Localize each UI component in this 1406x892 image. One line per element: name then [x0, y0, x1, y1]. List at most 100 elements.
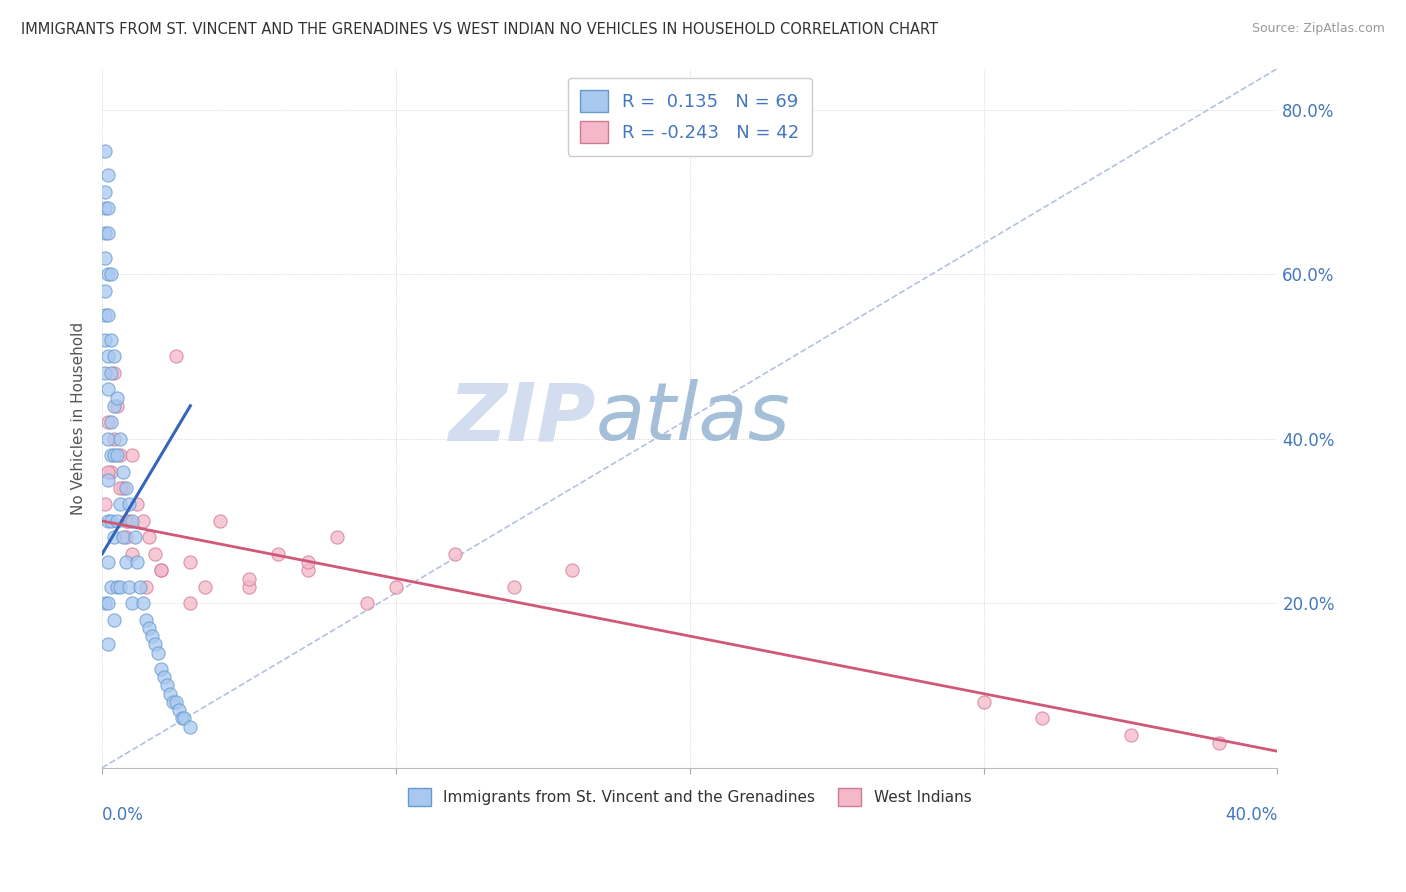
Point: [94, 333, 117, 347]
Point: [135, 613, 157, 627]
Point: [121, 448, 143, 462]
Legend: Immigrants from St. Vincent and the Grenadines, West Indians: Immigrants from St. Vincent and the Gren…: [402, 781, 977, 813]
Point: [108, 448, 131, 462]
Text: ZIP: ZIP: [449, 379, 596, 457]
Text: IMMIGRANTS FROM ST. VINCENT AND THE GRENADINES VS WEST INDIAN NO VEHICLES IN HOU: IMMIGRANTS FROM ST. VINCENT AND THE GREN…: [21, 22, 938, 37]
Point: [179, 720, 201, 734]
Point: [121, 547, 143, 561]
Point: [103, 350, 125, 364]
Point: [94, 144, 117, 158]
Point: [105, 391, 128, 405]
Point: [141, 629, 163, 643]
Point: [97, 473, 120, 487]
Point: [111, 530, 134, 544]
Point: [121, 596, 143, 610]
Point: [97, 169, 120, 183]
Point: [97, 465, 120, 479]
Point: [149, 563, 172, 577]
Point: [129, 580, 152, 594]
Point: [1031, 711, 1053, 725]
Point: [179, 555, 201, 569]
Point: [105, 448, 128, 462]
Point: [138, 530, 160, 544]
Point: [97, 555, 120, 569]
Point: [94, 498, 117, 512]
Point: [208, 514, 231, 528]
Point: [100, 448, 122, 462]
Point: [118, 514, 141, 528]
Point: [94, 202, 117, 216]
Point: [105, 580, 128, 594]
Point: [159, 687, 181, 701]
Point: [297, 563, 319, 577]
Point: [103, 530, 125, 544]
Point: [94, 251, 117, 265]
Point: [127, 555, 149, 569]
Point: [124, 530, 146, 544]
Point: [97, 596, 120, 610]
Point: [297, 555, 319, 569]
Point: [973, 695, 995, 709]
Point: [114, 481, 136, 495]
Point: [162, 695, 184, 709]
Point: [97, 637, 120, 651]
Point: [114, 514, 136, 528]
Point: [173, 711, 195, 725]
Point: [94, 284, 117, 298]
Point: [118, 580, 141, 594]
Point: [97, 382, 120, 396]
Text: Source: ZipAtlas.com: Source: ZipAtlas.com: [1251, 22, 1385, 36]
Point: [165, 695, 187, 709]
Point: [103, 448, 125, 462]
Point: [94, 226, 117, 240]
Text: 0.0%: 0.0%: [103, 806, 143, 824]
Point: [149, 662, 172, 676]
Point: [267, 547, 290, 561]
Point: [100, 267, 122, 281]
Text: 40.0%: 40.0%: [1225, 806, 1278, 824]
Point: [97, 415, 120, 429]
Point: [94, 185, 117, 199]
Point: [132, 596, 155, 610]
Point: [165, 350, 187, 364]
Point: [108, 432, 131, 446]
Point: [111, 481, 134, 495]
Point: [97, 202, 120, 216]
Point: [97, 514, 120, 528]
Point: [167, 703, 190, 717]
Text: atlas: atlas: [596, 379, 790, 457]
Point: [105, 514, 128, 528]
Point: [100, 514, 122, 528]
Point: [94, 596, 117, 610]
Point: [105, 399, 128, 413]
Point: [170, 711, 193, 725]
Point: [132, 514, 155, 528]
Point: [97, 267, 120, 281]
Point: [97, 350, 120, 364]
Point: [502, 580, 524, 594]
Point: [100, 366, 122, 380]
Point: [326, 530, 349, 544]
Point: [443, 547, 465, 561]
Point: [238, 580, 260, 594]
Point: [103, 432, 125, 446]
Point: [108, 580, 131, 594]
Point: [100, 333, 122, 347]
Y-axis label: No Vehicles in Household: No Vehicles in Household: [72, 321, 86, 515]
Point: [138, 621, 160, 635]
Point: [100, 415, 122, 429]
Point: [135, 580, 157, 594]
Point: [156, 678, 179, 692]
Point: [97, 432, 120, 446]
Point: [153, 670, 176, 684]
Point: [97, 308, 120, 322]
Point: [103, 613, 125, 627]
Point: [238, 572, 260, 586]
Point: [118, 498, 141, 512]
Point: [94, 308, 117, 322]
Point: [114, 530, 136, 544]
Point: [143, 547, 166, 561]
Point: [108, 498, 131, 512]
Point: [97, 226, 120, 240]
Point: [179, 596, 201, 610]
